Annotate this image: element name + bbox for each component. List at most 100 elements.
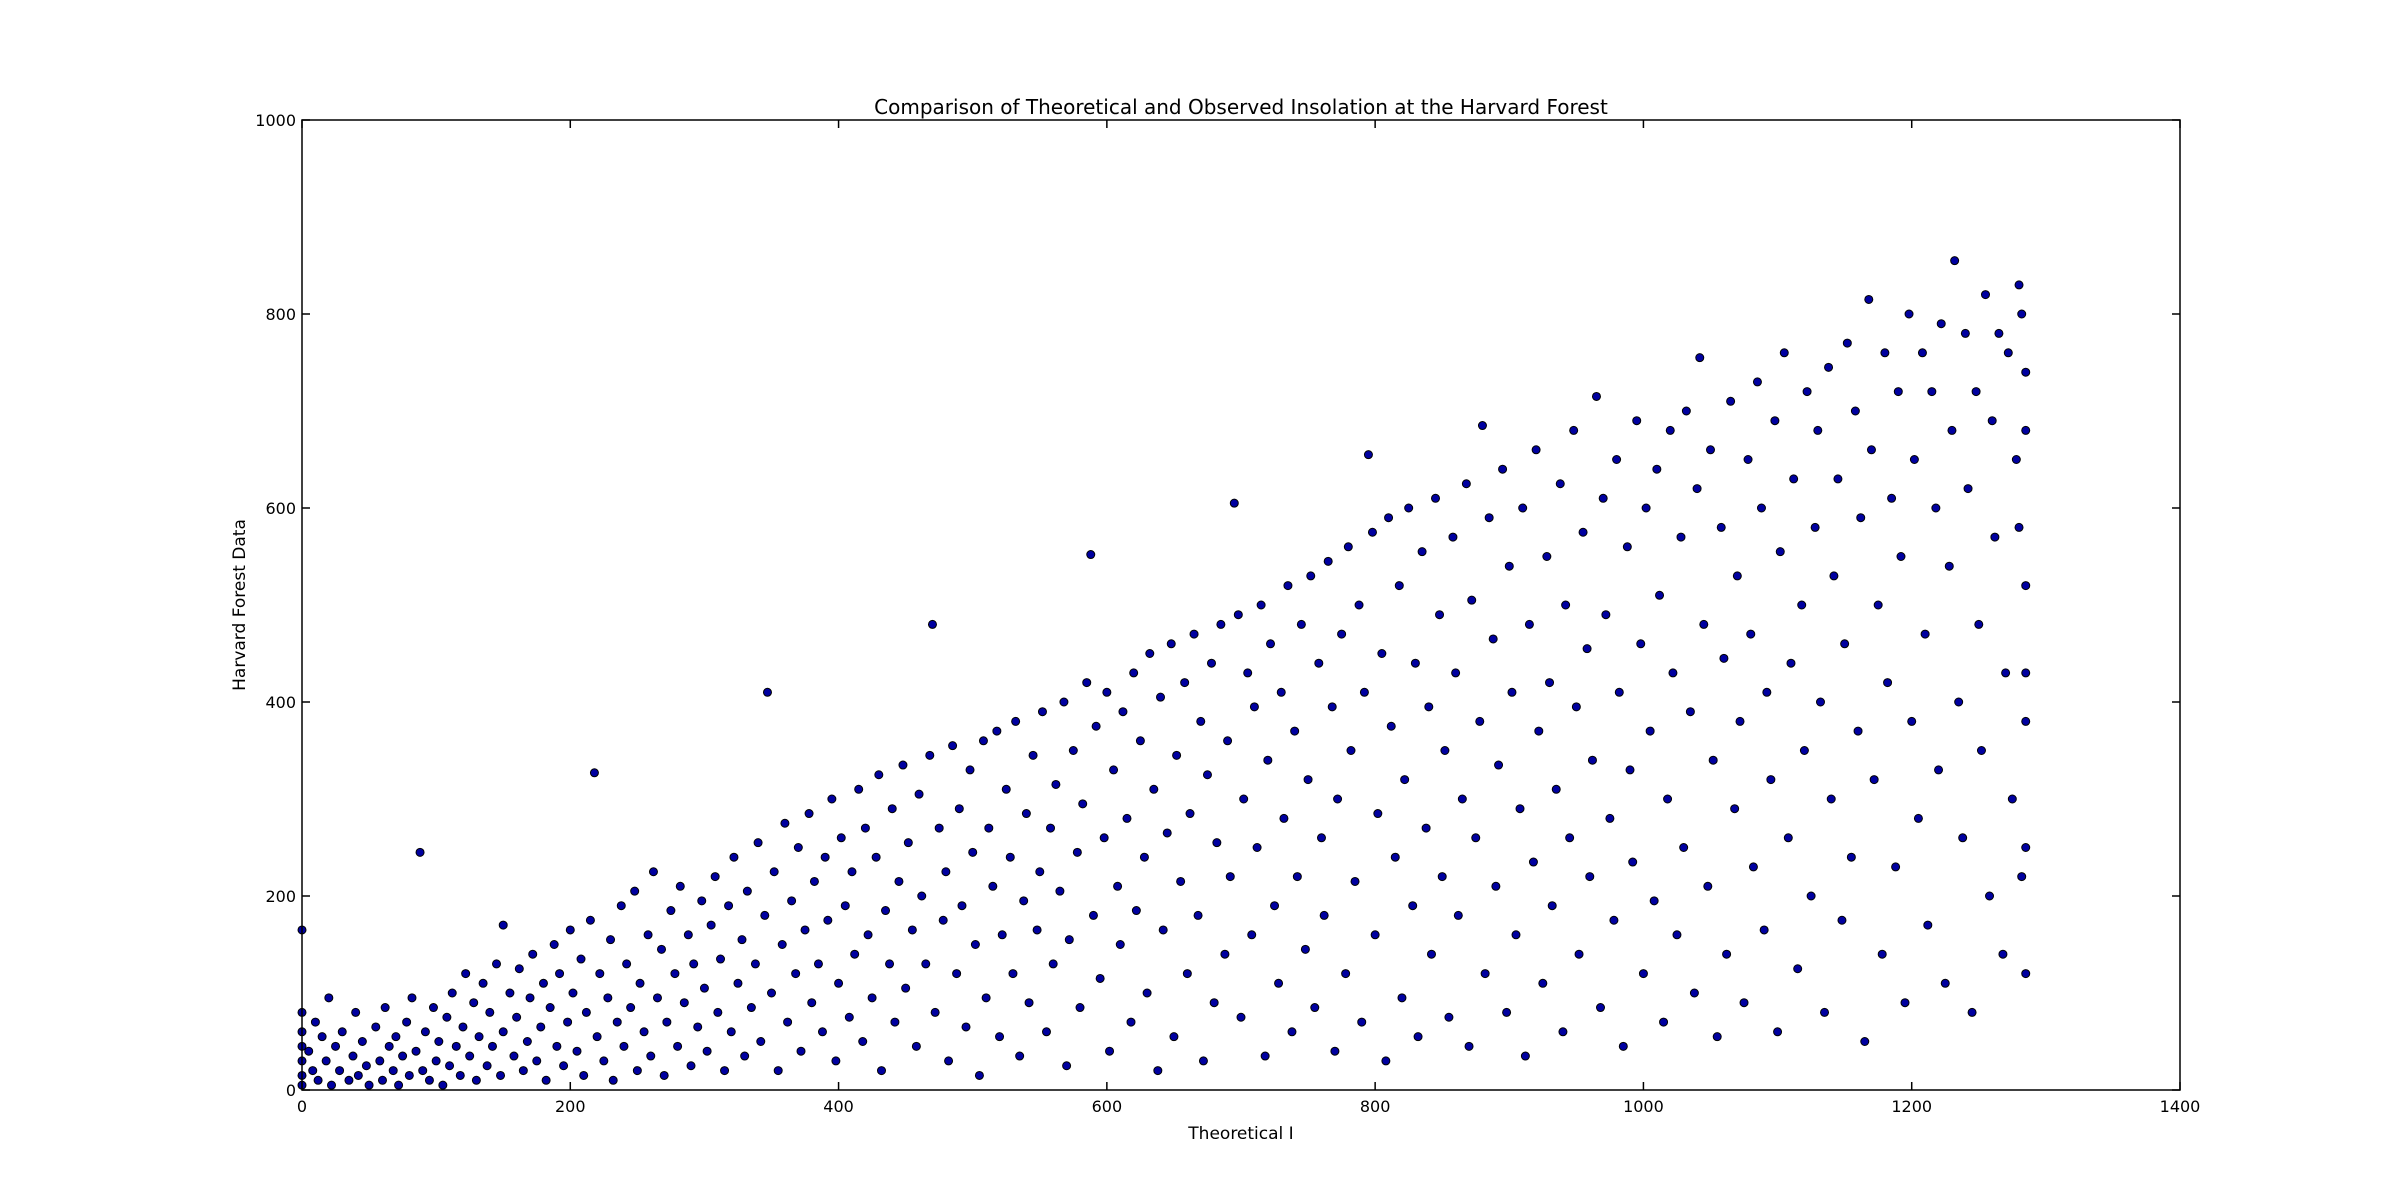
data-point [1864,294,1874,304]
data-point [394,1080,404,1090]
data-point [2021,367,2031,377]
data-point [528,949,538,959]
data-point [1672,930,1682,940]
data-point [1779,348,1789,358]
data-point [1263,755,1273,765]
data-point [572,1046,582,1056]
data-point [1786,658,1796,668]
data-point [1730,804,1740,814]
data-point [1726,396,1736,406]
data-point [1062,1061,1072,1071]
data-point [616,901,626,911]
data-point [1028,750,1038,760]
data-point [1582,644,1592,654]
data-point [767,988,776,998]
data-point [1967,1007,1977,1017]
data-point [1498,464,1508,474]
data-point [746,1003,756,1013]
data-point [683,930,693,940]
data-point [1813,425,1823,435]
data-point [697,896,707,906]
data-point [639,1027,649,1037]
data-point [807,998,817,1008]
data-point [921,959,931,969]
data-point [773,1066,783,1076]
y-tick-label: 400 [265,693,296,712]
data-point [1471,833,1481,843]
data-point [1773,1027,1783,1037]
data-point [1940,978,1950,988]
data-point [1220,949,1230,959]
data-point [925,750,935,760]
data-point [1051,779,1061,789]
data-point [1524,619,1534,629]
data-point [1917,348,1927,358]
data-point [643,930,653,940]
data-point [1424,702,1434,712]
data-point [1086,550,1096,560]
data-point [1316,833,1326,843]
data-point [1538,978,1548,988]
data-point [760,910,770,920]
data-point [1400,775,1410,785]
data-point [1641,503,1651,513]
data-point [632,1066,642,1076]
data-point [1377,649,1387,658]
data-point [1225,872,1235,882]
data-point [549,940,559,949]
data-point [1046,823,1056,833]
data-point [1354,600,1364,610]
data-point [1565,833,1575,843]
data-point [1655,590,1665,600]
data-point [1528,857,1538,867]
data-point [469,998,479,1008]
data-point [1370,930,1380,940]
data-point [1198,1056,1208,1066]
data-point [871,852,881,862]
data-point [1569,425,1579,435]
data-point [2021,843,2031,852]
data-point [1869,775,1879,785]
data-point [1756,503,1766,513]
data-point [1909,455,1919,464]
data-point [693,1022,703,1032]
data-point [606,935,616,945]
data-point [1440,746,1450,755]
data-point [2021,425,2031,435]
data-point [361,1061,371,1071]
data-point [1699,619,1709,629]
data-point [377,1075,387,1085]
data-point [579,1070,589,1080]
data-point [424,1075,434,1085]
data-point [1994,328,2004,338]
data-point [635,978,645,988]
data-point [1625,765,1635,775]
data-point [978,736,988,746]
data-point [1963,484,1973,494]
data-point [1306,571,1316,581]
data-point [478,978,488,988]
data-point [1015,1051,1025,1061]
data-point [1900,998,1910,1008]
data-point [1064,935,1074,945]
data-point [1048,959,1058,969]
data-point [1716,522,1726,532]
data-point [1126,1017,1136,1027]
data-point [793,843,803,852]
data-point [1129,668,1139,678]
data-point [1719,653,1729,663]
data-point [809,876,819,886]
data-point [762,687,772,697]
data-point [1252,843,1262,852]
data-point [1891,862,1901,872]
data-point [860,823,870,833]
data-point [1706,445,1715,455]
data-point [1149,784,1159,794]
data-point [1488,634,1498,644]
data-point [1614,687,1624,697]
data-point [2017,872,2027,882]
data-point [509,1051,519,1061]
data-point [1300,944,1310,954]
data-point [699,983,709,993]
data-point [1960,328,1970,338]
